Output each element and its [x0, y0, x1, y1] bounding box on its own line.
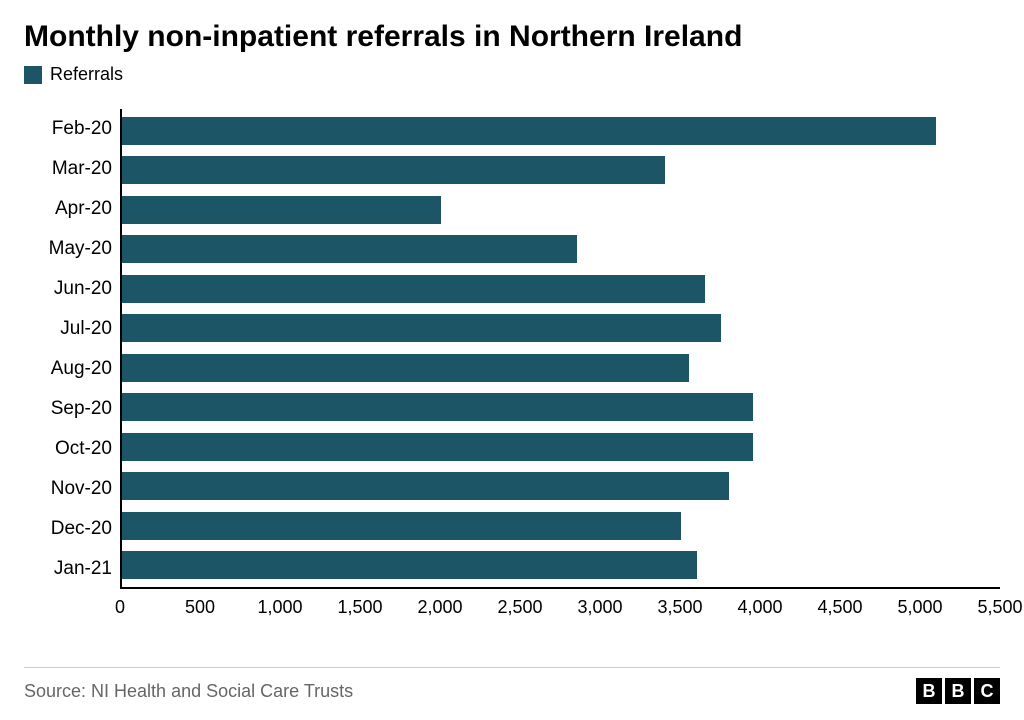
bar	[122, 433, 753, 461]
x-axis-tick: 1,500	[337, 597, 382, 618]
y-axis-label: Dec-20	[51, 509, 112, 549]
y-axis-labels: Feb-20Mar-20Apr-20May-20Jun-20Jul-20Aug-…	[24, 109, 120, 589]
x-axis-tick: 4,500	[817, 597, 862, 618]
chart-area: Feb-20Mar-20Apr-20May-20Jun-20Jul-20Aug-…	[24, 109, 1000, 629]
bar	[122, 196, 441, 224]
y-axis-label: Aug-20	[51, 349, 112, 389]
bar	[122, 472, 729, 500]
y-axis-label: Oct-20	[55, 429, 112, 469]
bbc-logo-box: B	[945, 678, 971, 704]
source-text: Source: NI Health and Social Care Trusts	[24, 681, 353, 702]
bar	[122, 314, 721, 342]
chart-title: Monthly non-inpatient referrals in North…	[24, 20, 1000, 54]
bar	[122, 551, 697, 579]
bar	[122, 117, 936, 145]
y-axis-label: Feb-20	[52, 109, 112, 149]
x-axis-tick: 3,000	[577, 597, 622, 618]
x-axis-tick: 3,500	[657, 597, 702, 618]
bar	[122, 354, 689, 382]
y-axis-label: Nov-20	[51, 469, 112, 509]
x-axis-tick: 2,500	[497, 597, 542, 618]
plot-area	[120, 109, 1000, 589]
x-axis: 05001,0001,5002,0002,5003,0003,5004,0004…	[120, 591, 1000, 631]
bar	[122, 235, 577, 263]
footer: Source: NI Health and Social Care Trusts…	[24, 667, 1000, 704]
y-axis-label: Sep-20	[51, 389, 112, 429]
x-axis-tick: 0	[115, 597, 125, 618]
bbc-logo: BBC	[916, 678, 1000, 704]
bbc-logo-box: C	[974, 678, 1000, 704]
x-axis-tick: 2,000	[417, 597, 462, 618]
x-axis-tick: 5,500	[977, 597, 1022, 618]
legend: Referrals	[24, 64, 1000, 85]
bars-container	[122, 109, 1000, 587]
legend-label: Referrals	[50, 64, 123, 85]
x-axis-tick: 1,000	[257, 597, 302, 618]
bbc-logo-box: B	[916, 678, 942, 704]
y-axis-label: Jan-21	[54, 549, 112, 589]
legend-swatch	[24, 66, 42, 84]
bar	[122, 393, 753, 421]
bar	[122, 156, 665, 184]
bar	[122, 275, 705, 303]
x-axis-tick: 500	[185, 597, 215, 618]
x-axis-tick: 4,000	[737, 597, 782, 618]
x-axis-tick: 5,000	[897, 597, 942, 618]
y-axis-label: May-20	[49, 229, 112, 269]
bar	[122, 512, 681, 540]
y-axis-label: Mar-20	[52, 149, 112, 189]
y-axis-label: Apr-20	[55, 189, 112, 229]
y-axis-label: Jun-20	[54, 269, 112, 309]
y-axis-label: Jul-20	[60, 309, 112, 349]
